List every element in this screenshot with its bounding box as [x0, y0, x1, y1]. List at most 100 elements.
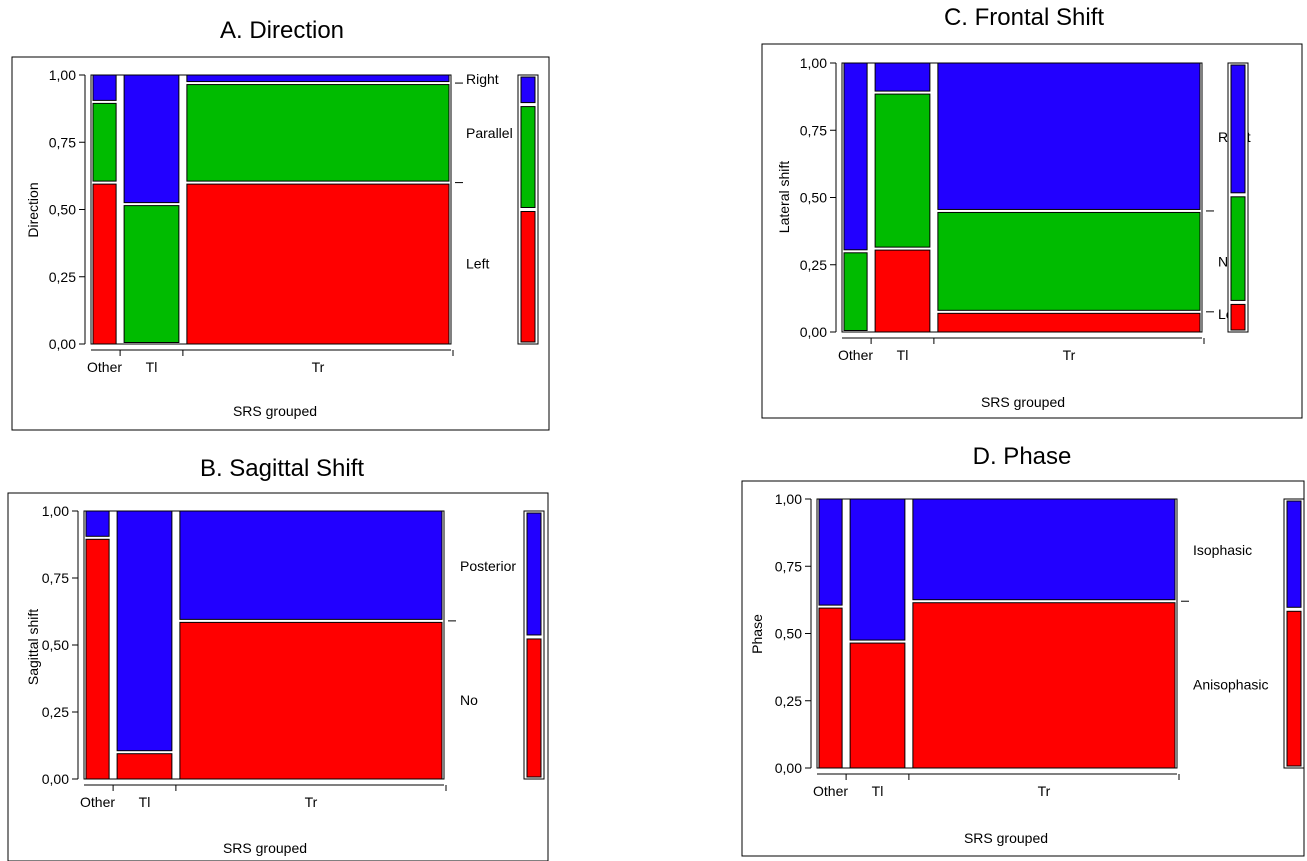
marginal-segment-right: [1230, 64, 1246, 194]
mosaic-cell-tl-no: [874, 93, 931, 248]
x-tick-label: Other: [80, 794, 115, 810]
y-tick-label: 0,25: [775, 693, 802, 709]
mosaic-cell-other-anisophasic: [818, 607, 843, 769]
level-label: Anisophasic: [1193, 677, 1269, 693]
mosaic-cell-tl-posterior: [116, 510, 173, 752]
y-tick-label: 1,00: [775, 491, 802, 507]
marginal-segment-anisophasic: [1286, 610, 1302, 767]
mosaic-cell-tl-anisophasic: [849, 642, 906, 769]
panel-frame: [11, 56, 550, 431]
y-tick-label: 0,25: [49, 269, 76, 285]
x-tick-label: Other: [813, 783, 848, 799]
marginal-segment-no: [526, 638, 542, 778]
mosaic-cell-tr-parallel: [186, 84, 450, 182]
y-axis-label: Lateral shift: [776, 161, 792, 233]
mosaic-plot: 0,00 0,25 0,50 0,75 1,00 Other Tl Tr No Posterior: [42, 503, 545, 810]
y-tick-label: 0,50: [775, 626, 802, 642]
y-tick-label: 1,00: [49, 67, 76, 83]
panel-phase: D. Phase Phase SRS grouped 0,000,250,500…: [741, 443, 1305, 857]
y-tick-label: 0,75: [775, 558, 802, 574]
mosaic-cell-other-parallel: [92, 102, 117, 182]
panel-title: C. Frontal Shift: [944, 4, 1104, 31]
mosaic-cell-other-no: [85, 538, 110, 780]
mosaic-cell-tl-isophasic: [849, 498, 906, 641]
y-tick-label: 0,75: [49, 134, 76, 150]
mosaic-plot: 0,00 0,25 0,50 0,75 1,00 Other Tl Tr Left Paralle…: [49, 67, 539, 375]
marginal-segment-no: [1230, 196, 1246, 301]
panel-direction: A. Direction Direction SRS grouped 0,000…: [11, 17, 550, 431]
mosaic-cell-tr-left: [186, 183, 450, 345]
y-tick-label: 0,00: [800, 324, 827, 340]
x-tick-label: Tr: [305, 794, 318, 810]
marginal-segment-posterior: [526, 512, 542, 636]
marginal-segment-right: [520, 76, 536, 104]
y-axis-label: Sagittal shift: [25, 609, 41, 685]
marginal-segment-isophasic: [1286, 500, 1302, 608]
x-tick-label: Tr: [1038, 783, 1051, 799]
level-label: Left: [466, 255, 489, 271]
y-tick-label: 1,00: [42, 503, 69, 519]
x-axis-label: SRS grouped: [233, 403, 317, 419]
x-tick-label: Other: [838, 347, 873, 363]
y-tick-label: 0,00: [42, 771, 69, 787]
y-tick-label: 0,75: [800, 122, 827, 138]
y-tick-label: 0,50: [800, 190, 827, 206]
marginal-segment-parallel: [520, 106, 536, 208]
level-label: Isophasic: [1193, 542, 1252, 558]
x-tick-label: Other: [87, 359, 122, 375]
mosaic-cell-tr-right: [186, 74, 450, 83]
level-label: Right: [466, 71, 499, 87]
y-tick-label: 0,00: [49, 336, 76, 352]
mosaic-cell-tr-no: [179, 621, 443, 780]
marginal-segment-left: [520, 211, 536, 343]
mosaic-cell-other-left: [92, 183, 117, 345]
y-tick-label: 0,50: [49, 202, 76, 218]
x-tick-label: Tl: [146, 359, 158, 375]
mosaic-cell-tl-right: [874, 62, 931, 92]
panel-title: B. Sagittal Shift: [200, 455, 364, 482]
level-label: Posterior: [460, 558, 516, 574]
x-tick-label: Tr: [1063, 347, 1076, 363]
mosaic-cell-tr-isophasic: [912, 498, 1176, 601]
mosaic-cell-tr-posterior: [179, 510, 443, 620]
y-axis-label: Direction: [25, 182, 41, 237]
mosaic-cell-other-posterior: [85, 510, 110, 537]
mosaic-cell-tl-no: [116, 753, 173, 780]
level-label: No: [460, 692, 478, 708]
y-tick-label: 0,50: [42, 637, 69, 653]
panel-frontal-shift: C. Frontal Shift Lateral shift SRS group…: [761, 4, 1303, 419]
y-tick-label: 0,25: [800, 257, 827, 273]
x-tick-label: Tl: [897, 347, 909, 363]
y-tick-label: 0,00: [775, 760, 802, 776]
x-tick-label: Tl: [139, 794, 151, 810]
y-axis-label: Phase: [749, 614, 765, 654]
panel-sagittal-shift: B. Sagittal Shift Sagittal shift SRS gro…: [7, 455, 549, 861]
x-axis-label: SRS grouped: [964, 830, 1048, 846]
x-tick-label: Tr: [312, 359, 325, 375]
mosaic-plot: 0,000,250,500,751,00OtherTlTrLeftNoRight: [800, 55, 1251, 363]
x-axis-label: SRS grouped: [981, 394, 1065, 410]
mosaic-cell-other-right: [843, 62, 868, 251]
mosaic-plot: 0,00 0,25 0,50 0,75 1,00 Other Tl Tr Anisophasic…: [775, 491, 1305, 799]
mosaic-cell-tr-no: [937, 211, 1201, 311]
y-tick-label: 0,75: [42, 570, 69, 586]
mosaic-cell-tl-parallel: [123, 205, 180, 343]
mosaic-cell-tr-anisophasic: [912, 602, 1176, 769]
panel-frame: [761, 43, 1303, 419]
marginal-segment-left: [1230, 303, 1246, 331]
x-tick-label: Tl: [872, 783, 884, 799]
panel-frame: [7, 492, 549, 861]
panel-title: D. Phase: [973, 443, 1072, 470]
mosaic-cell-tl-left: [874, 249, 931, 333]
level-label: Parallel: [466, 125, 513, 141]
y-tick-label: 0,25: [42, 704, 69, 720]
mosaic-cell-tr-right: [937, 62, 1201, 210]
y-tick-label: 1,00: [800, 55, 827, 71]
panel-title: A. Direction: [220, 17, 344, 44]
mosaic-cell-tr-left: [937, 312, 1201, 333]
x-axis-label: SRS grouped: [223, 840, 307, 856]
mosaic-cell-other-isophasic: [818, 498, 843, 606]
mosaic-cell-other-no: [843, 252, 868, 331]
mosaic-cell-tl-right: [123, 74, 180, 204]
